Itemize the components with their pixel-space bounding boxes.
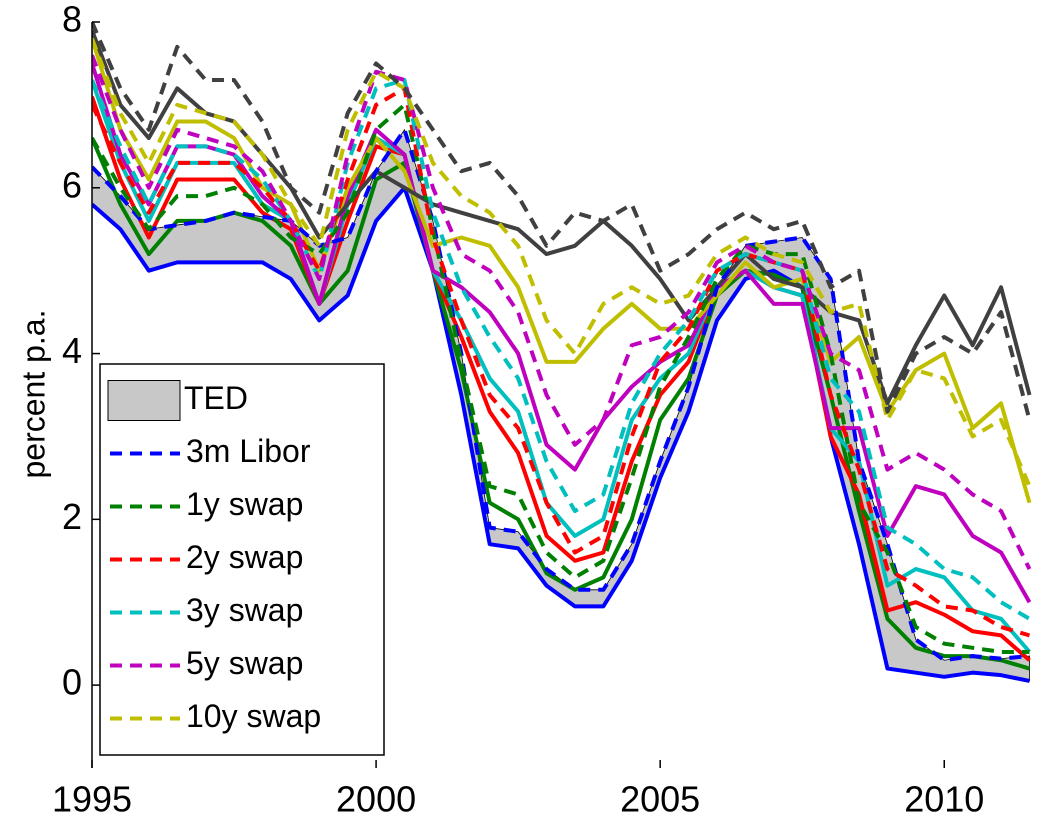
series-line bbox=[92, 37, 1032, 487]
series-line bbox=[92, 102, 1030, 654]
legend-label: 10y swap bbox=[186, 698, 321, 734]
x-tick-label: 2010 bbox=[904, 779, 984, 820]
plot-area bbox=[92, 21, 1032, 683]
x-tick-label: 2005 bbox=[620, 779, 700, 820]
series-line bbox=[92, 78, 1031, 621]
y-tick-label: 4 bbox=[62, 330, 82, 371]
series-line bbox=[92, 185, 1030, 683]
x-tick-label: 2000 bbox=[336, 779, 416, 820]
legend-label: 2y swap bbox=[186, 539, 303, 575]
legend-swatch bbox=[107, 380, 181, 421]
y-tick-label: 2 bbox=[62, 496, 82, 537]
legend-label: 5y swap bbox=[186, 645, 303, 681]
y-tick-label: 8 bbox=[62, 0, 82, 40]
y-axis-label: percent p.a. bbox=[15, 310, 51, 479]
y-tick-label: 6 bbox=[62, 164, 82, 205]
y-tick-label: 0 bbox=[62, 662, 82, 703]
legend-label: 3m Libor bbox=[186, 433, 311, 469]
series-line bbox=[92, 54, 1032, 570]
series-line bbox=[92, 37, 1032, 504]
legend-label: TED bbox=[184, 380, 248, 416]
series-line bbox=[92, 127, 1030, 663]
series-line bbox=[92, 21, 1032, 421]
x-tick-label: 1995 bbox=[52, 779, 132, 820]
legend-label: 3y swap bbox=[186, 592, 303, 628]
legend-label: 1y swap bbox=[186, 486, 303, 522]
legend-box bbox=[99, 363, 385, 756]
series-line bbox=[92, 62, 1032, 604]
